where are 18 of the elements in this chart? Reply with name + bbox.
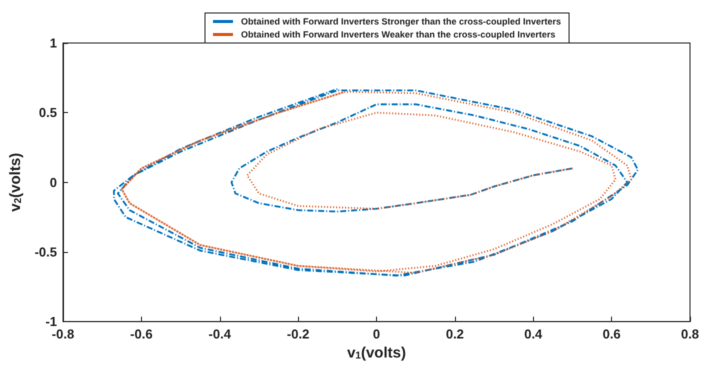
legend-label: Obtained with Forward Inverters Stronger than the cross-coupled Inverters (241, 16, 562, 26)
x-tick-label: -0.8 (52, 326, 74, 342)
x-tick-label: -0.2 (286, 326, 310, 342)
y-tick-label: -1 (45, 314, 57, 330)
y-tick-label: 0.5 (38, 105, 57, 120)
x-tick-label: 0 (372, 326, 380, 342)
x-tick-label: 0.8 (680, 326, 700, 342)
legend-label: Obtained with Forward Inverters Weaker than the cross-coupled Inverters (241, 30, 556, 40)
x-tick-label: -0.4 (208, 326, 232, 342)
y-tick-label: 1 (50, 36, 57, 50)
y-axis-title: v2(volts) (7, 152, 24, 212)
x-tick-label: 0.4 (524, 326, 544, 342)
x-tick-label: -0.6 (130, 326, 153, 342)
x-tick-label: 0.2 (446, 326, 464, 342)
y-tick-label: -0.5 (34, 244, 57, 260)
y-tick-label: 0 (50, 174, 57, 190)
x-tick-label: 0.6 (602, 326, 621, 342)
x-axis-title: v1(volts) (347, 344, 406, 362)
